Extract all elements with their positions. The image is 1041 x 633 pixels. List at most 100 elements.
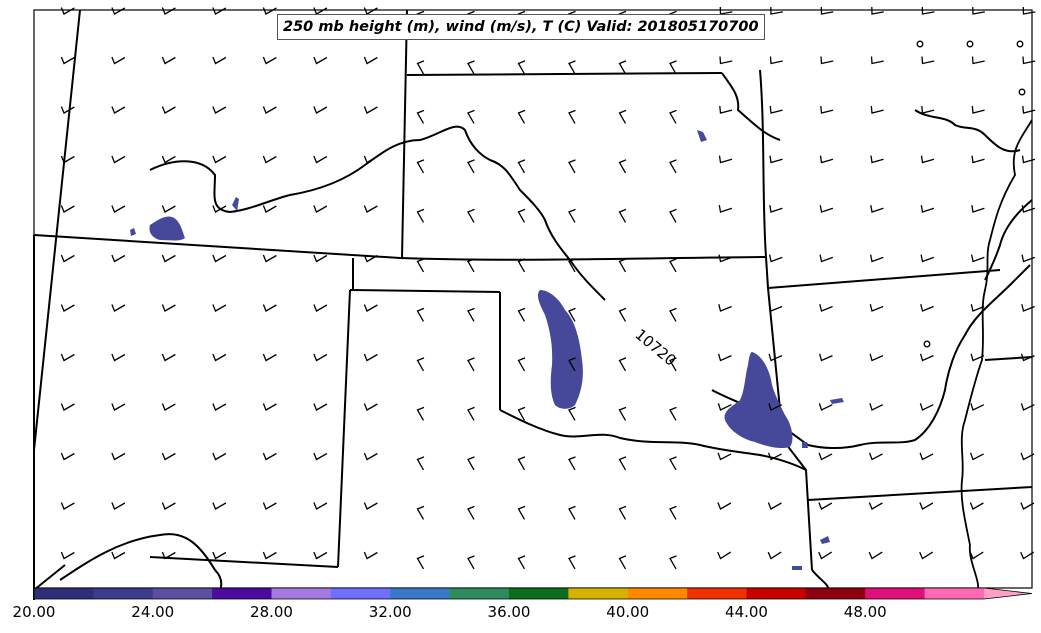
colorbar-segment (212, 588, 272, 599)
wind-barb (363, 452, 378, 461)
wind-barb (161, 205, 176, 213)
colorbar-tick-label: 32.00 (368, 603, 412, 621)
wind-barb (212, 502, 227, 510)
wind-barb (820, 105, 834, 114)
wind-barb (416, 456, 425, 471)
wind-barb (212, 155, 227, 164)
wind-barb (363, 56, 378, 65)
wind-barb (313, 304, 328, 312)
wind-barb (669, 159, 677, 174)
wind-barb (363, 106, 378, 114)
wind-barb (669, 258, 677, 273)
wind-barb (618, 307, 627, 322)
colorbar-tick-label: 48.00 (843, 603, 887, 621)
calm-wind-circle (916, 40, 924, 48)
wind-barb (1022, 6, 1036, 15)
wind-barb (669, 456, 677, 471)
wind-barb (212, 551, 227, 560)
wind-barb (313, 502, 328, 510)
wind-barb (60, 452, 75, 461)
wind-barb (363, 502, 378, 510)
colorbar-segment (390, 588, 451, 599)
wind-barb (262, 452, 277, 461)
wind-barb (467, 357, 475, 372)
wind-barb (920, 304, 934, 312)
wind-barb (111, 7, 126, 15)
wind-barb (568, 357, 576, 372)
wind-barb (970, 304, 985, 312)
wind-barb (819, 204, 834, 213)
wind-barb (920, 155, 935, 164)
wind-barb (161, 304, 176, 312)
wind-barb (161, 106, 176, 114)
wind-barb (868, 551, 883, 560)
wind-barb (568, 406, 576, 421)
wind-barb (768, 254, 783, 263)
wind-barb (111, 403, 126, 411)
wind-barb (262, 502, 277, 510)
wind-barb (770, 6, 783, 15)
wind-barb (363, 551, 378, 560)
colorbar-tick-label: 24.00 (131, 603, 175, 621)
wind-barb (869, 254, 884, 263)
wind-barb (919, 551, 934, 560)
wind-barb (161, 551, 176, 560)
colorbar-outline (33, 587, 1033, 600)
wind-barb (262, 205, 277, 213)
wind-barb (161, 7, 176, 15)
colorbar-segment (449, 588, 510, 599)
wind-barb (111, 551, 126, 560)
wind-barb (111, 155, 126, 164)
wind-barb (568, 555, 576, 570)
wind-barb (517, 357, 526, 372)
wind-barb (869, 403, 884, 411)
wind-barb (1022, 56, 1036, 65)
wind-barb (161, 56, 176, 65)
wind-barb (568, 505, 576, 520)
wind-barb (768, 304, 783, 312)
wind-barb (60, 254, 75, 263)
wind-barb (618, 456, 627, 471)
wind-barb (262, 56, 277, 65)
wind-barb (768, 353, 783, 362)
wind-barb (467, 406, 475, 421)
wind-barb (363, 403, 378, 411)
wind-barb (416, 258, 425, 273)
wind-barb (467, 307, 475, 322)
wind-barb (618, 555, 627, 570)
wind-barb (60, 155, 75, 164)
wind-barb (416, 159, 425, 174)
calm-wind-circle (1016, 40, 1024, 48)
wind-barb (313, 452, 328, 461)
wind-barb (1020, 502, 1035, 510)
wind-barb (870, 155, 884, 164)
wind-barb (669, 406, 677, 421)
wind-barb (769, 204, 783, 213)
wind-barb (869, 304, 884, 312)
wind-barb (111, 353, 126, 362)
wind-barb (1020, 452, 1035, 461)
wind-barb (212, 106, 227, 114)
wind-barb (769, 105, 783, 114)
colorbar-segment (93, 588, 154, 599)
wind-barb (416, 208, 425, 223)
wind-barb (60, 353, 75, 362)
wind-barb (212, 205, 227, 213)
wind-barb (161, 452, 176, 461)
colorbar-segment (746, 588, 807, 599)
wind-barb (60, 551, 75, 560)
wind-barb (416, 357, 425, 372)
wind-speed-shading (130, 130, 844, 570)
wind-barb (1020, 353, 1035, 362)
wind-barb (262, 403, 277, 411)
wind-barb (363, 254, 378, 263)
wind-barbs (60, 6, 1036, 570)
wind-barb (262, 7, 277, 15)
wind-barb (818, 353, 833, 362)
wind-barb (60, 56, 75, 65)
colorbar-segment (152, 588, 213, 599)
wind-barb (416, 307, 425, 322)
wind-barb (820, 56, 834, 65)
wind-barb (363, 353, 378, 362)
